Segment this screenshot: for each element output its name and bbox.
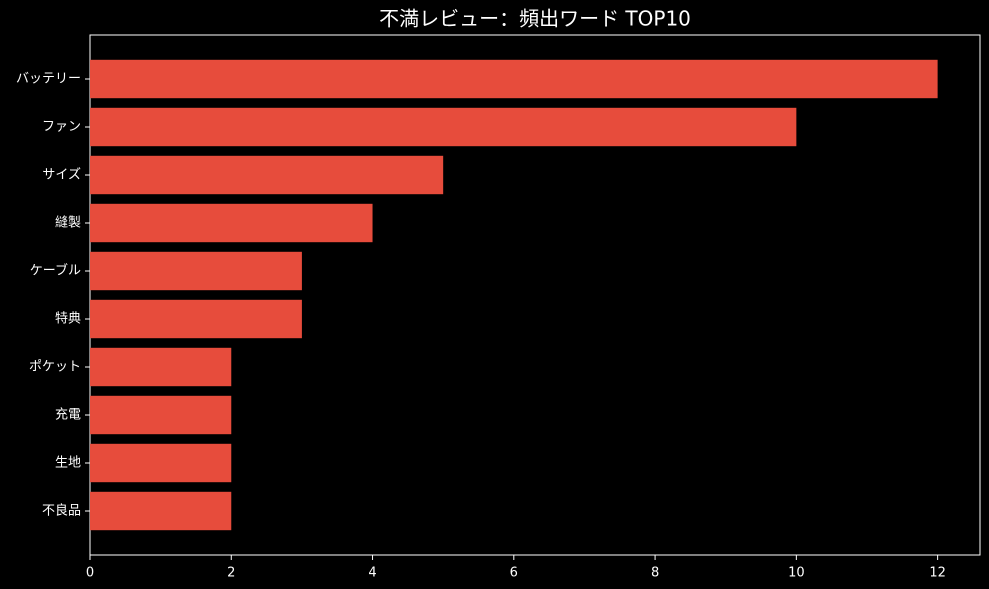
chart-title: 不満レビュー：頻出ワード TOP10 bbox=[379, 7, 691, 31]
bar bbox=[90, 491, 232, 531]
bar bbox=[90, 251, 302, 291]
bar bbox=[90, 203, 373, 243]
x-tick-label: 4 bbox=[368, 566, 376, 581]
y-tick-label: 縫製 bbox=[55, 216, 81, 231]
y-tick-label: 特典 bbox=[55, 312, 81, 327]
bar bbox=[90, 443, 232, 483]
x-tick-label: 2 bbox=[227, 566, 235, 581]
bar bbox=[90, 155, 444, 195]
x-tick-label: 6 bbox=[510, 566, 518, 581]
bar bbox=[90, 59, 938, 99]
y-tick-label: 生地 bbox=[55, 456, 81, 471]
x-tick-label: 12 bbox=[929, 566, 946, 581]
y-tick-label: バッテリー bbox=[16, 72, 81, 87]
bar bbox=[90, 107, 797, 147]
y-tick-label: ポケット bbox=[29, 360, 81, 375]
y-tick-label: ケーブル bbox=[30, 263, 81, 279]
x-tick-label: 0 bbox=[86, 566, 94, 581]
x-tick-label: 8 bbox=[651, 566, 659, 581]
bar bbox=[90, 299, 302, 339]
y-tick-label: ファン bbox=[42, 120, 81, 135]
bar bbox=[90, 347, 232, 387]
plot-frame bbox=[89, 34, 981, 556]
y-tick-label: サイズ bbox=[42, 167, 81, 183]
bar bbox=[90, 395, 232, 435]
y-tick-label: 不良品 bbox=[42, 503, 81, 519]
x-tick-label: 10 bbox=[788, 566, 805, 581]
y-tick-label: 充電 bbox=[55, 407, 81, 423]
